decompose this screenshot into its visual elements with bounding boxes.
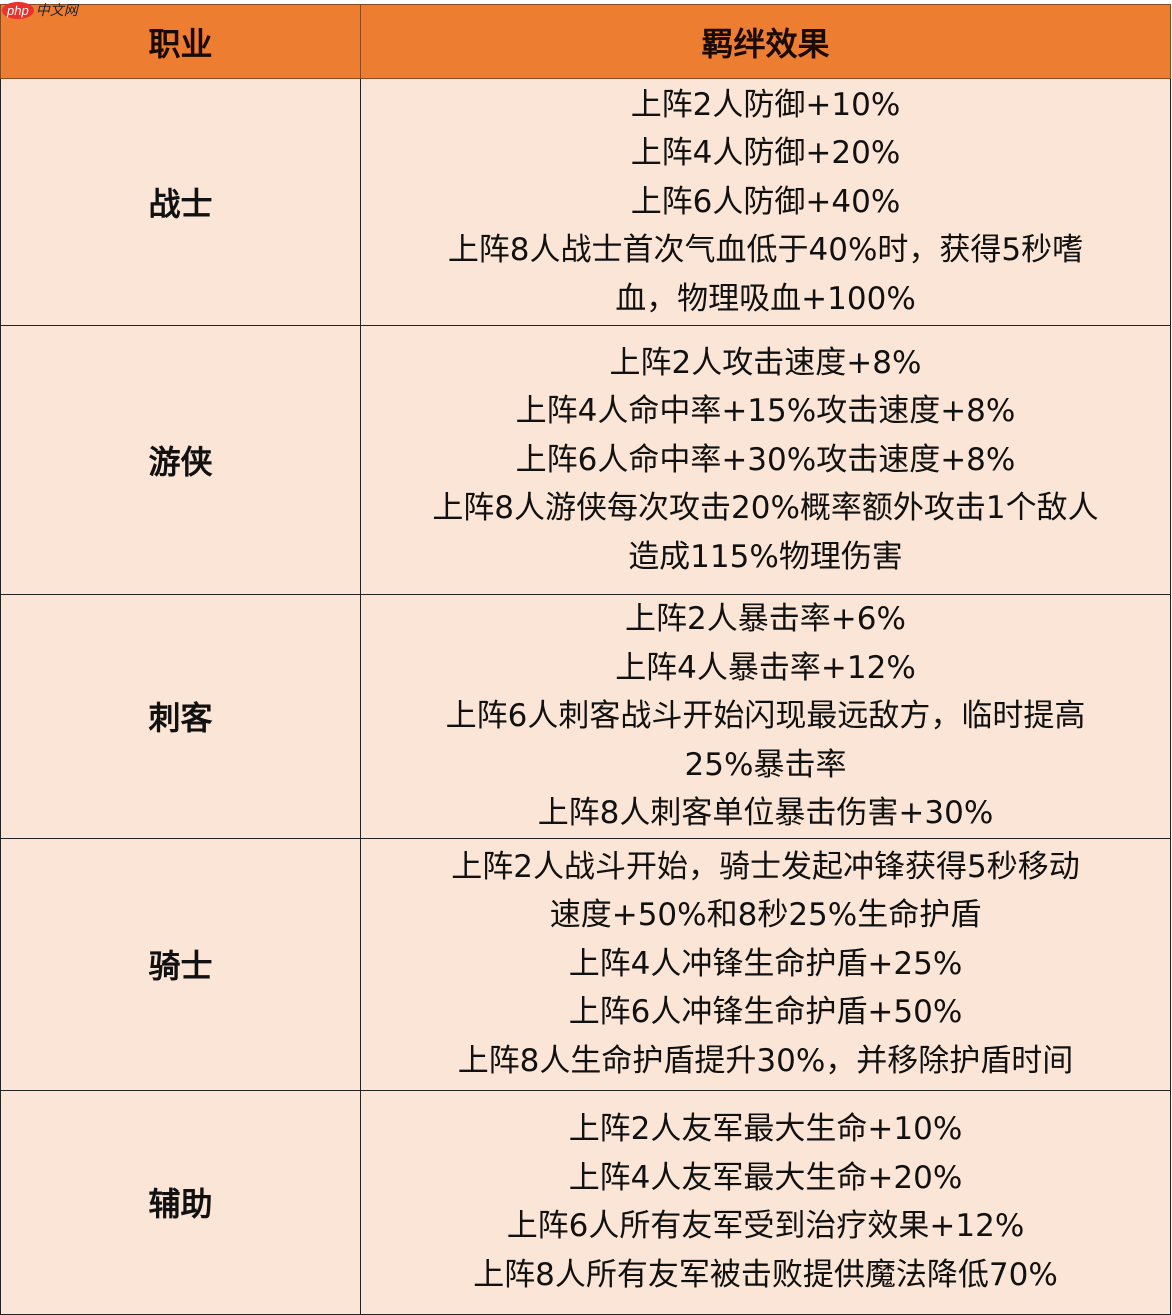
effect-cell: 上阵2人战斗开始，骑士发起冲锋获得5秒移动 速度+50%和8秒25%生命护盾 上阵4… [360,837,1171,1091]
class-cell: 辅助 [0,1089,361,1315]
table-row: 游侠 上阵2人攻击速度+8% 上阵4人命中率+15%攻击速度+8% 上阵6人命中率+3… [0,325,1171,595]
watermark-logo: php 中文网 [2,0,78,20]
effect-line: 上阵2人暴击率+6% [625,601,906,637]
effect-line: 上阵2人战斗开始，骑士发起冲锋获得5秒移动 [451,848,1080,885]
effect-line: 上阵4人友军最大生命+20% [568,1159,963,1196]
effect-line: 上阵2人攻击速度+8% [609,344,922,381]
effect-line: 上阵6人刺客战斗开始闪现最远敌方，临时提高 [445,698,1086,734]
table-row: 辅助 上阵2人友军最大生命+10% 上阵4人友军最大生命+20% 上阵6人所有友军受到… [0,1089,1171,1315]
table-row: 刺客 上阵2人暴击率+6% 上阵4人暴击率+12% 上阵6人刺客战斗开始闪现最远敌方，… [0,594,1171,839]
effect-line: 上阵4人暴击率+12% [615,649,916,686]
effect-line: 上阵6人命中率+30%攻击速度+8% [515,441,1016,478]
effect-line: 上阵4人防御+20% [630,135,901,172]
effect-line: 上阵2人友军最大生命+10% [568,1111,963,1147]
bond-effects-table: 职业 羁绊效果 战士 上阵2人防御+10% 上阵4人防御+20% 上阵6人防御+40%… [0,4,1171,1315]
table-row: 骑士 上阵2人战斗开始，骑士发起冲锋获得5秒移动 速度+50%和8秒25%生命护盾上… [0,837,1171,1091]
effect-cell: 上阵2人攻击速度+8% 上阵4人命中率+15%攻击速度+8% 上阵6人命中率+30%… [360,325,1171,595]
effect-line: 上阵6人冲锋生命护盾+50% [568,994,963,1031]
effect-line: 上阵8人生命护盾提升30%，并移除护盾时间 [457,1042,1074,1079]
table-row: 战士 上阵2人防御+10% 上阵4人防御+20% 上阵6人防御+40% 上阵8人战士首次… [0,78,1171,326]
class-cell: 战士 [0,78,361,326]
effect-line: 上阵4人冲锋生命护盾+25% [568,945,963,982]
effect-cell: 上阵2人暴击率+6% 上阵4人暴击率+12% 上阵6人刺客战斗开始闪现最远敌方，临时… [360,594,1171,839]
class-cell: 游侠 [0,325,361,595]
effect-line: 上阵8人游侠每次攻击20%概率额外攻击1个敌人 [432,490,1099,527]
header-effect: 羁绊效果 [360,4,1171,79]
table-header-row: 职业 羁绊效果 [0,4,1171,79]
class-cell: 骑士 [0,837,361,1091]
effect-line: 血，物理吸血+100% [615,280,916,317]
effect-line: 造成115%物理伤害 [628,538,903,575]
effect-line: 上阵6人所有友军受到治疗效果+12% [506,1208,1025,1244]
effect-line: 上阵8人战士首次气血低于40%时，获得5秒嗜 [447,232,1084,269]
effect-cell: 上阵2人防御+10% 上阵4人防御+20% 上阵6人防御+40% 上阵8人战士首次气血… [360,78,1171,326]
effect-line: 上阵4人命中率+15%攻击速度+8% [515,393,1016,430]
logo-text: 中文网 [35,3,78,19]
effect-line: 上阵8人所有友军被击败提供魔法降低70% [473,1256,1058,1293]
effect-line: 上阵6人防御+40% [630,183,901,220]
effect-line: 速度+50%和8秒25%生命护盾 [549,897,982,934]
logo-php: php [2,1,34,19]
class-cell: 刺客 [0,594,361,839]
effect-line: 上阵2人防御+10% [630,86,901,123]
header-class: 职业 [0,4,361,79]
effect-cell: 上阵2人友军最大生命+10% 上阵4人友军最大生命+20% 上阵6人所有友军受到治疗… [360,1089,1171,1315]
effect-line: 25%暴击率 [684,746,847,783]
effect-line: 上阵8人刺客单位暴击伤害+30% [537,795,994,831]
